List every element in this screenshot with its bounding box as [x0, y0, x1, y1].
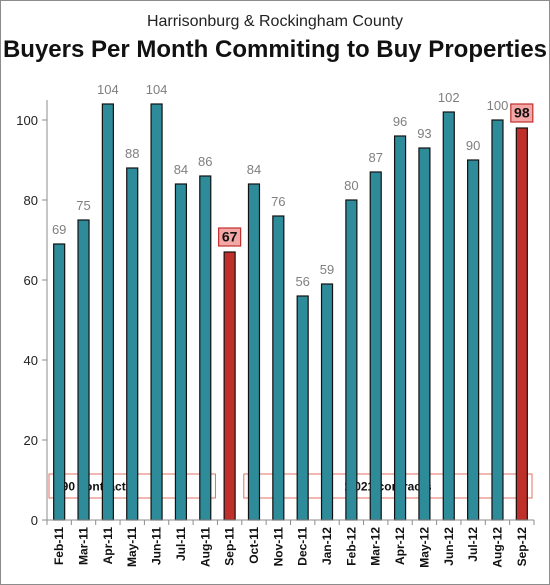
bar	[223, 251, 236, 521]
bar	[467, 159, 480, 521]
bar	[272, 215, 285, 521]
data-label: 90	[466, 138, 480, 153]
data-label: 102	[438, 90, 460, 105]
data-label: 56	[295, 274, 309, 289]
x-tick-label: Mar-12	[369, 527, 383, 566]
data-label: 84	[247, 162, 261, 177]
bar	[442, 111, 455, 521]
data-label-callout	[218, 227, 242, 247]
y-tick-label: 20	[24, 433, 38, 448]
bar	[515, 127, 528, 521]
bar	[393, 135, 407, 521]
data-label: 86	[198, 154, 212, 169]
bar	[491, 119, 504, 521]
x-tick-label: Mar-11	[77, 527, 91, 565]
bar	[77, 219, 90, 521]
bar	[126, 167, 139, 521]
bar	[369, 171, 382, 521]
x-tick-label: Aug-11	[198, 527, 212, 567]
x-tick-label: Jun-12	[442, 527, 456, 566]
x-tick-label: Sep-11	[223, 527, 237, 566]
data-label: 87	[368, 150, 382, 165]
x-tick-label: May-11	[125, 527, 139, 567]
bar	[53, 243, 66, 521]
bar	[345, 199, 358, 521]
x-tick-label: Aug-12	[490, 527, 504, 568]
x-tick-label: Jul-11	[174, 527, 188, 561]
x-tick-label: Apr-11	[101, 527, 115, 565]
x-tick-label: Dec-11	[296, 527, 310, 566]
x-tick-label: Feb-12	[344, 527, 358, 566]
y-tick-label: 80	[24, 193, 38, 208]
y-tick-label: 100	[16, 113, 38, 128]
y-tick-label: 40	[24, 353, 38, 368]
y-tick-label: 0	[31, 513, 38, 528]
chart-subtitle: Harrisonburg & Rockingham County	[146, 13, 404, 30]
data-label: 104	[146, 82, 168, 97]
bar	[418, 147, 431, 521]
bar	[101, 103, 114, 521]
data-label: 80	[344, 178, 358, 193]
y-tick-label: 60	[24, 273, 38, 288]
x-tick-label: Feb-11	[52, 527, 66, 565]
x-tick-label: Oct-11	[247, 527, 261, 564]
x-tick-label: Jan-12	[320, 527, 334, 565]
data-label: 67	[222, 229, 238, 245]
bar	[320, 283, 334, 521]
annotation-label: 1,021 contracts	[344, 480, 432, 494]
data-label: 88	[125, 146, 139, 161]
data-label: 75	[76, 198, 90, 213]
bar	[174, 183, 188, 521]
data-label-callout	[510, 103, 534, 123]
x-tick-label: Sep-12	[515, 527, 529, 567]
bar	[296, 295, 309, 521]
x-tick-label: Nov-11	[271, 527, 285, 567]
x-tick-label: Jun-11	[150, 527, 164, 565]
data-label: 93	[417, 126, 431, 141]
x-tick-label: Apr-12	[393, 527, 407, 565]
data-label: 100	[487, 98, 509, 113]
bar	[199, 175, 212, 521]
annotation-band	[243, 473, 533, 499]
data-label: 69	[52, 222, 66, 237]
data-label: 59	[320, 262, 334, 277]
x-tick-label: Jul-12	[466, 527, 480, 562]
data-label: 98	[514, 105, 530, 121]
annotation-label: 890 contracts	[55, 480, 133, 494]
data-label: 104	[97, 82, 119, 97]
data-label: 96	[393, 114, 407, 129]
chart-title: Buyers Per Month Commiting to Buy Proper…	[2, 36, 548, 63]
x-tick-label: May-12	[417, 527, 431, 568]
bar	[150, 103, 163, 521]
data-label: 84	[174, 162, 188, 177]
bar	[247, 183, 261, 521]
data-label: 76	[271, 194, 285, 209]
